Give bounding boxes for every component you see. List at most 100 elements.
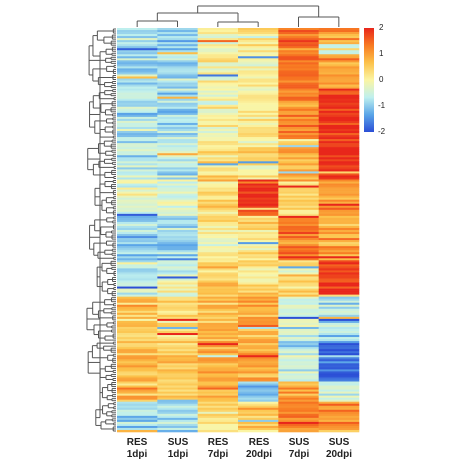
heatmap-cell [197, 407, 239, 411]
heatmap-cell [197, 339, 239, 342]
heatmap-cell [278, 427, 319, 431]
heatmap-cell [318, 286, 360, 289]
heatmap-cell [117, 221, 158, 225]
heatmap-cell [238, 149, 279, 152]
heatmap-cell [238, 179, 279, 182]
heatmap-cell [278, 199, 319, 203]
heatmap-cell [117, 199, 158, 203]
heatmap-cell [238, 322, 279, 326]
heatmap-cell [238, 112, 279, 116]
heatmap-cell [238, 151, 279, 154]
heatmap-cell [157, 429, 198, 433]
heatmap-cell [197, 314, 239, 318]
heatmap-cell [238, 124, 279, 128]
heatmap-cell [157, 50, 198, 53]
heatmap-cell [157, 153, 198, 156]
heatmap-cell [278, 60, 319, 63]
heatmap-cell [318, 304, 360, 308]
column-label-line: SUS [288, 437, 310, 448]
heatmap-cell [197, 383, 239, 386]
heatmap-cell [238, 413, 279, 417]
heatmap-cell [197, 100, 239, 104]
heatmap-cell [157, 185, 198, 188]
heatmap-cell [238, 266, 279, 269]
heatmap-cell [318, 139, 360, 142]
heatmap-cell [318, 179, 360, 182]
heatmap-cell [157, 316, 198, 320]
heatmap-cell [278, 318, 319, 322]
heatmap-cell [278, 365, 319, 368]
heatmap-cell [157, 124, 198, 128]
heatmap-cell [238, 359, 279, 362]
heatmap-cell [197, 189, 239, 192]
heatmap-cell [238, 139, 279, 142]
heatmap-cell [318, 254, 360, 257]
heatmap-cell [197, 355, 239, 358]
heatmap-cell [157, 100, 198, 104]
heatmap-cell [318, 80, 360, 83]
heatmap-cell [278, 189, 319, 192]
heatmap-cell [318, 173, 360, 176]
heatmap-cell [238, 304, 279, 308]
heatmap-cell [157, 141, 198, 144]
heatmap-cell [318, 68, 360, 71]
heatmap-cell [238, 276, 279, 279]
heatmap-cell [238, 312, 279, 316]
heatmap-cell [318, 120, 360, 124]
heatmap-cell [117, 68, 158, 71]
heatmap-cell [318, 349, 360, 352]
heatmap-cell [318, 66, 360, 69]
heatmap-cell [278, 161, 319, 164]
heatmap-cell [278, 124, 319, 128]
heatmap-cell [157, 102, 198, 106]
heatmap-cell [117, 421, 158, 425]
heatmap-cell [238, 324, 279, 328]
heatmap-cell [157, 217, 198, 221]
heatmap-cell [238, 302, 279, 306]
heatmap-cell [157, 373, 198, 376]
column-label-line: 20dpi [325, 449, 353, 460]
column-label-line: RES [207, 437, 229, 448]
heatmap-cell [318, 262, 360, 265]
heatmap-cell [278, 353, 319, 356]
heatmap-cell [157, 122, 198, 126]
heatmap-cell [278, 395, 319, 398]
heatmap-cell [197, 171, 239, 174]
heatmap-cell [157, 232, 198, 235]
heatmap-cell [157, 165, 198, 168]
heatmap-cell [278, 38, 319, 41]
heatmap-cell [157, 98, 198, 102]
heatmap-cell [318, 169, 360, 172]
heatmap-cell [157, 183, 198, 186]
heatmap-cell [278, 141, 319, 144]
heatmap-cell [278, 191, 319, 194]
heatmap-cell [197, 209, 239, 213]
heatmap-cell [117, 129, 158, 132]
heatmap-cell [117, 219, 158, 223]
heatmap-cell [157, 328, 198, 332]
heatmap-cell [238, 306, 279, 310]
heatmap-cell [197, 60, 239, 63]
heatmap-cell [318, 314, 360, 318]
heatmap-cell [117, 292, 158, 295]
heatmap-cell [278, 401, 319, 405]
heatmap-cell [197, 64, 239, 67]
heatmap-cell [157, 266, 198, 269]
heatmap-cell [318, 167, 360, 170]
heatmap-cell [157, 209, 198, 213]
heatmap-cell [318, 189, 360, 192]
heatmap-cell [197, 227, 239, 231]
heatmap-cell [117, 147, 158, 150]
heatmap-cell [238, 225, 279, 229]
heatmap-cell [318, 28, 360, 31]
heatmap-cell [157, 114, 198, 118]
heatmap-cell [238, 290, 279, 293]
heatmap-cell [238, 363, 279, 366]
heatmap-cell [197, 405, 239, 409]
heatmap-cell [197, 411, 239, 415]
heatmap-cell [318, 181, 360, 184]
heatmap-cell [318, 30, 360, 33]
heatmap-cell [278, 177, 319, 180]
heatmap-cell [318, 185, 360, 188]
